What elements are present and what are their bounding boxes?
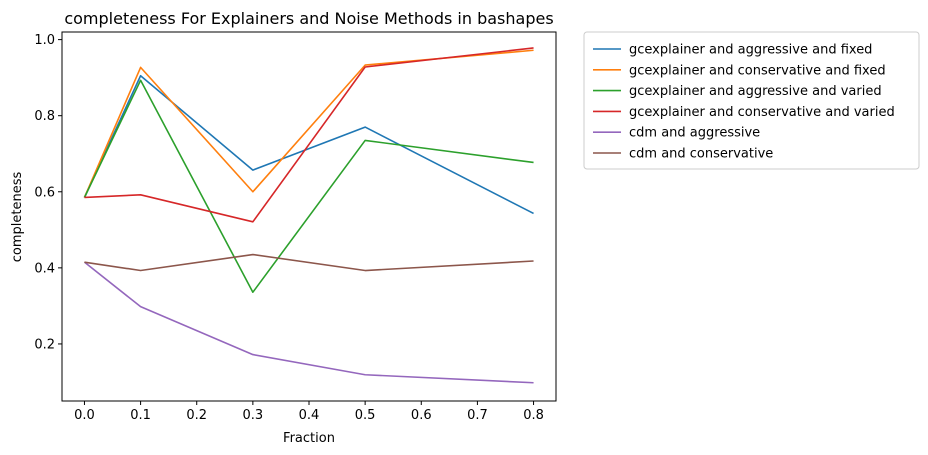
x-axis: 0.0 0.1 0.2 0.3 0.4 0.5 0.6 0.7 0.8 xyxy=(74,401,544,423)
x-tick-label: 0.5 xyxy=(355,408,376,423)
series-line-6 xyxy=(84,253,534,272)
y-tick-label: 0.4 xyxy=(34,261,55,276)
y-axis-label: completeness xyxy=(10,172,25,263)
legend: gcexplainer and aggressive and fixed gcex… xyxy=(583,31,920,170)
y-tick-label: 0.8 xyxy=(34,109,55,124)
legend-box xyxy=(583,31,920,170)
series-lines xyxy=(83,47,534,384)
x-tick-label: 0.2 xyxy=(186,408,207,423)
legend-label-1: gcexplainer and aggressive and fixed xyxy=(629,43,872,58)
series-line-3 xyxy=(83,79,534,294)
legend-label-6: cdm and conservative xyxy=(629,147,773,162)
x-tick-label: 0.0 xyxy=(74,408,95,423)
legend-label-3: gcexplainer and aggressive and varied xyxy=(629,84,882,99)
chart-title: completeness For Explainers and Noise Me… xyxy=(64,9,553,28)
x-tick-label: 0.6 xyxy=(411,408,432,423)
y-tick-label: 0.6 xyxy=(34,185,55,200)
x-tick-label: 0.3 xyxy=(243,408,264,423)
y-tick-label: 1.0 xyxy=(34,33,55,48)
legend-label-5: cdm and aggressive xyxy=(629,126,760,141)
y-tick-label: 0.2 xyxy=(34,337,55,352)
x-tick-label: 0.7 xyxy=(467,408,488,423)
series-line-5 xyxy=(83,261,534,384)
x-axis-label: Fraction xyxy=(283,431,335,446)
legend-label-2: gcexplainer and conservative and fixed xyxy=(629,63,886,78)
series-line-2 xyxy=(83,49,534,198)
series-line-1 xyxy=(83,74,534,215)
x-tick-label: 0.4 xyxy=(299,408,320,423)
x-tick-label: 0.1 xyxy=(130,408,151,423)
series-line-4 xyxy=(84,47,534,223)
x-tick-label: 0.8 xyxy=(523,408,544,423)
legend-label-4: gcexplainer and conservative and varied xyxy=(629,105,895,120)
y-axis: 0.2 0.4 0.6 0.8 1.0 xyxy=(34,33,62,352)
